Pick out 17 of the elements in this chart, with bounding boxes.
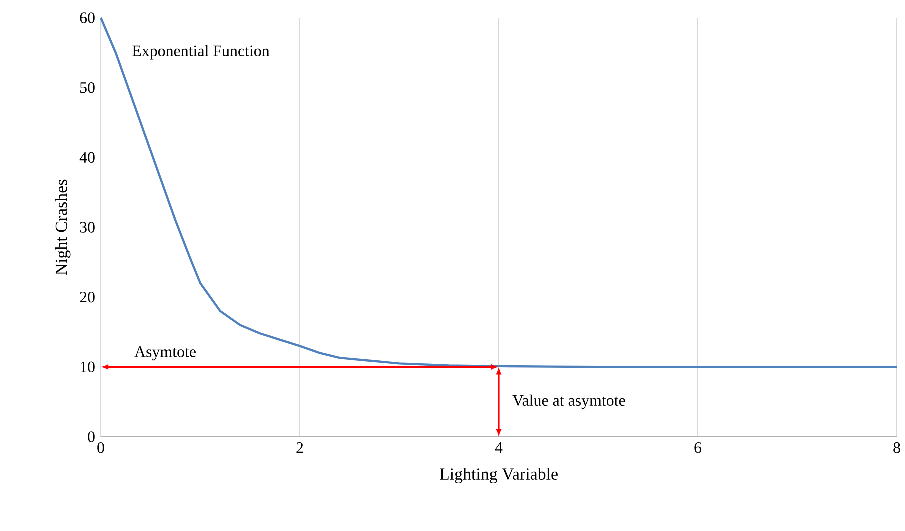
x-tick-label: 4 (495, 442, 503, 453)
y-tick-label: 40 (80, 152, 95, 164)
x-tick-label: 8 (894, 442, 900, 454)
y-tick-label: 20 (80, 292, 95, 303)
annotation: Value at asymtote (512, 394, 626, 410)
x-axis-title: Lighting Variable (440, 468, 558, 484)
y-axis-title: Night Crashes (55, 180, 71, 276)
x-tick-label: 6 (694, 442, 702, 454)
y-tick-label: 0 (88, 432, 95, 442)
x-tick-label: 2 (296, 442, 304, 454)
series-label: Exponential Function (132, 45, 270, 60)
y-tick-label: 30 (80, 222, 95, 233)
y-tick-label: 60 (80, 12, 95, 24)
annotation: Asymtote (134, 346, 196, 361)
y-tick-label: 50 (80, 82, 95, 94)
x-tick-label: 0 (98, 442, 104, 454)
y-tick-label: 10 (80, 362, 95, 373)
